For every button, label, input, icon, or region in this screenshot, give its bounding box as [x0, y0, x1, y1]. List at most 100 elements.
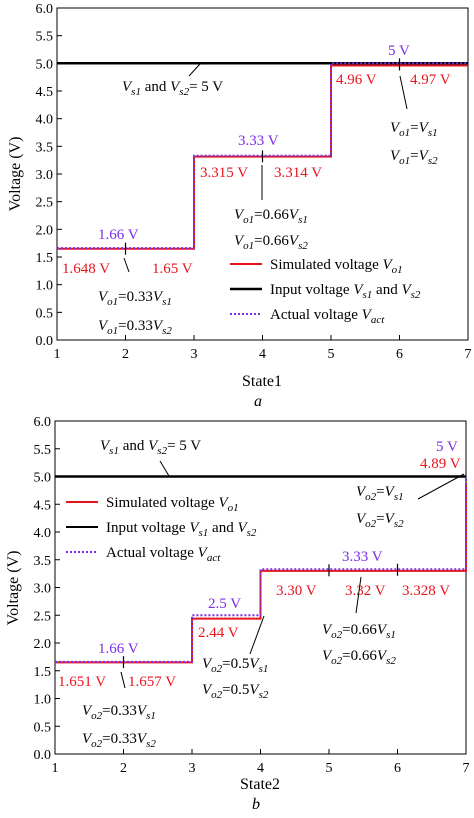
legend-b: Simulated voltage Vo1 Input voltage Vs1 …: [66, 495, 257, 564]
y-tick-label-a-4: 2.0: [36, 223, 54, 238]
svg-text:Vo2=0.5Vs2: Vo2=0.5Vs2: [202, 682, 269, 701]
svg-text:Vo2=0.33Vs2: Vo2=0.33Vs2: [82, 731, 156, 750]
legend-sim-b: Simulated voltage Vo1: [106, 495, 239, 514]
y-tick-label-b-2: 1.0: [34, 693, 52, 708]
y-tick-label-a-9: 4.5: [36, 85, 54, 100]
y-tick-label-b-12: 6.0: [34, 415, 52, 430]
actual-label-2-a: 3.33 V: [238, 133, 279, 149]
equation-step1-a: Vo1=0.33Vs1 Vo1=0.33Vs2: [98, 257, 172, 337]
y-tick-label-b-8: 4.0: [34, 526, 52, 541]
sim-label-7-b: 4.89 V: [420, 456, 461, 472]
y-tick-label-a-5: 2.5: [36, 196, 54, 211]
svg-text:Vo2=0.33Vs1: Vo2=0.33Vs1: [82, 703, 156, 722]
y-axis-label-b: Voltage (V): [5, 551, 22, 626]
y-tick-label-b-0: 0.0: [34, 748, 52, 763]
sim-label-2-b: 1.657 V: [128, 674, 176, 690]
x-tick-label-b-0: 1: [52, 761, 59, 776]
y-tick-label-b-10: 5.0: [34, 471, 52, 486]
x-tick-label-b-4: 5: [326, 761, 333, 776]
x-tick-label-a-4: 5: [328, 347, 335, 362]
x-axis-label-b: State2: [240, 776, 280, 793]
tick-group-b: 0.0 0.5 1.0 1.5 2.0 2.5 3.0 3.5 4.0 4.5 5.0 5.5 6.0 1…: [34, 415, 470, 776]
actual-label-4-b: 5 V: [436, 439, 458, 455]
series-group-a: [57, 58, 468, 255]
equation-step4-b: Vo2=Vs1 Vo2=Vs2: [356, 473, 465, 530]
x-tick-label-b-2: 3: [189, 761, 196, 776]
x-tick-label-a-2: 3: [191, 347, 198, 362]
y-tick-label-a-7: 3.5: [36, 140, 54, 155]
y-tick-label-b-1: 0.5: [34, 720, 52, 735]
x-tick-label-b-3: 4: [257, 761, 264, 776]
sim-label-1-b: 1.651 V: [58, 674, 106, 690]
sim-label-3-a: 3.315 V: [200, 165, 248, 181]
caption-b: b: [252, 796, 260, 813]
y-tick-label-b-4: 2.0: [34, 637, 52, 652]
y-tick-label-b-11: 5.5: [34, 443, 52, 458]
equation-step2-a: Vo1=0.66Vs1 Vo1=0.66Vs2: [234, 165, 308, 252]
legend-input-b: Input voltage Vs1 and Vs2: [106, 520, 257, 539]
svg-text:Vo2=Vs1: Vo2=Vs1: [356, 484, 404, 503]
svg-text:Vo2=0.66Vs1: Vo2=0.66Vs1: [322, 622, 396, 641]
legend-actual-a: Actual voltage Vact: [270, 307, 385, 326]
svg-text:Vo2=Vs2: Vo2=Vs2: [356, 511, 404, 530]
sim-label-4-b: 3.30 V: [276, 583, 317, 599]
svg-text:Vo1=0.33Vs2: Vo1=0.33Vs2: [98, 318, 172, 337]
actual-label-2-b: 2.5 V: [208, 596, 241, 612]
panel-a: 0.0 0.5 1.0 1.5 2.0 2.5 3.0 3.5 4.0 4.5 5.0 5.5 6.0 1…: [7, 2, 472, 410]
svg-text:Vo2=0.66Vs2: Vo2=0.66Vs2: [322, 648, 396, 667]
y-tick-label-a-6: 3.0: [36, 168, 54, 183]
sim-label-1-a: 1.648 V: [62, 261, 110, 277]
svg-text:Vs1 and Vs2= 5 V: Vs1 and Vs2= 5 V: [122, 79, 223, 98]
sim-label-4-a: 3.314 V: [274, 165, 322, 181]
y-tick-label-b-3: 1.5: [34, 665, 52, 680]
svg-text:Vs1 and Vs2= 5 V: Vs1 and Vs2= 5 V: [100, 438, 201, 457]
y-tick-label-b-7: 3.5: [34, 554, 52, 569]
equation-step3-a: Vo1=Vs1 Vo1=Vs2: [390, 75, 438, 167]
svg-text:Vo1=Vs1: Vo1=Vs1: [390, 120, 438, 139]
x-tick-label-b-6: 7: [463, 761, 470, 776]
x-tick-label-b-5: 6: [394, 761, 401, 776]
sim-label-2-a: 1.65 V: [152, 261, 193, 277]
y-tick-label-a-10: 5.0: [36, 57, 54, 72]
sim-label-3-b: 2.44 V: [198, 625, 239, 641]
equation-step2-b: Vo2=0.5Vs1 Vo2=0.5Vs2: [202, 615, 269, 701]
y-tick-label-b-6: 3.0: [34, 582, 52, 597]
svg-text:Vo1=0.33Vs1: Vo1=0.33Vs1: [98, 289, 172, 308]
legend-actual-b: Actual voltage Vact: [106, 545, 221, 564]
actual-label-3-a: 5 V: [388, 43, 410, 59]
y-tick-label-a-0: 0.0: [36, 334, 54, 349]
x-tick-label-a-5: 6: [396, 347, 403, 362]
y-tick-label-a-8: 4.0: [36, 113, 54, 128]
x-tick-label-a-3: 4: [259, 347, 266, 362]
sim-label-6-b: 3.328 V: [402, 583, 450, 599]
y-tick-label-a-3: 1.5: [36, 251, 54, 266]
series-line-b-2: [55, 476, 467, 663]
input-annotation-a: Vs1 and Vs2= 5 V: [122, 63, 223, 98]
x-tick-label-b-1: 2: [120, 761, 127, 776]
panel-b: 0.0 0.5 1.0 1.5 2.0 2.5 3.0 3.5 4.0 4.5 5.0 5.5 6.0 1…: [5, 415, 470, 813]
x-tick-label-a-1: 2: [122, 347, 129, 362]
legend-a: Simulated voltage Vo1 Input voltage Vs1 …: [230, 257, 421, 326]
legend-sim-a: Simulated voltage Vo1: [270, 257, 403, 276]
svg-text:Vo1=Vs2: Vo1=Vs2: [390, 148, 438, 167]
actual-label-1-a: 1.66 V: [98, 227, 139, 243]
y-tick-label-b-5: 2.5: [34, 609, 52, 624]
y-tick-label-a-2: 1.0: [36, 279, 54, 294]
y-axis-label-a: Voltage (V): [7, 137, 24, 212]
y-tick-label-a-1: 0.5: [36, 306, 54, 321]
sim-label-5-a: 4.96 V: [336, 72, 377, 88]
input-annotation-b: Vs1 and Vs2= 5 V: [100, 438, 201, 477]
equation-step3-b: Vo2=0.66Vs1 Vo2=0.66Vs2: [322, 576, 396, 667]
actual-label-1-b: 1.66 V: [98, 641, 139, 657]
legend-input-a: Input voltage Vs1 and Vs2: [270, 282, 421, 301]
sim-label-6-a: 4.97 V: [410, 72, 451, 88]
svg-text:Vo1=0.66Vs2: Vo1=0.66Vs2: [234, 233, 308, 252]
equation-step1-b: Vo2=0.33Vs1 Vo2=0.33Vs2: [82, 671, 156, 750]
svg-text:Vo1=0.66Vs1: Vo1=0.66Vs1: [234, 207, 308, 226]
y-tick-label-a-11: 5.5: [36, 30, 54, 45]
series-group-b: [55, 475, 467, 669]
tick-group-a: 0.0 0.5 1.0 1.5 2.0 2.5 3.0 3.5 4.0 4.5 5.0 5.5 6.0 1…: [36, 2, 472, 362]
svg-text:Vo2=0.5Vs1: Vo2=0.5Vs1: [202, 656, 268, 675]
actual-label-3-b: 3.33 V: [342, 549, 383, 565]
